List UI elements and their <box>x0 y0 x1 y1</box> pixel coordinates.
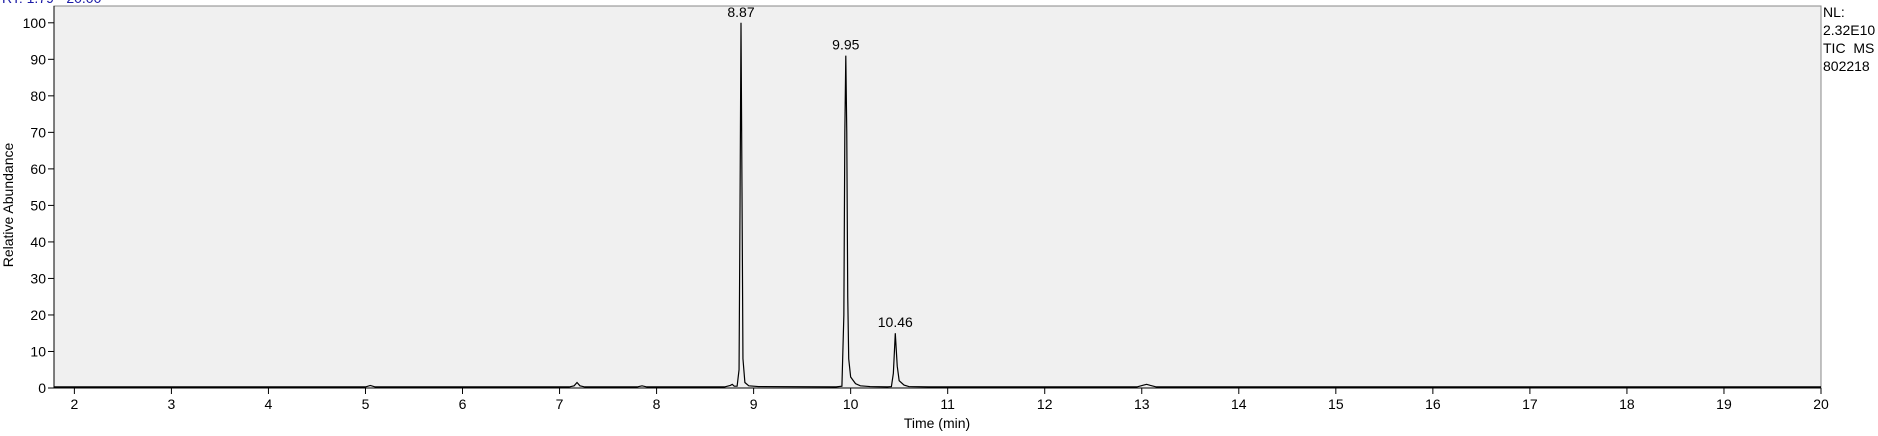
x-tick-label: 2 <box>70 396 78 412</box>
y-tick-label: 60 <box>30 161 46 177</box>
x-tick-label: 11 <box>940 396 955 412</box>
x-tick-label: 9 <box>750 396 758 412</box>
plot-area <box>53 5 1822 389</box>
peak-label: 9.95 <box>832 37 859 53</box>
x-tick-label: 6 <box>459 396 467 412</box>
x-tick-label: 18 <box>1619 396 1635 412</box>
peak-label: 8.87 <box>727 4 754 20</box>
y-tick-label: 20 <box>30 307 46 323</box>
chromatogram-trace <box>54 22 1821 388</box>
y-tick-label: 40 <box>30 234 46 250</box>
y-tick-label: 100 <box>23 15 47 31</box>
peak-label: 10.46 <box>878 314 913 330</box>
y-tick-label: 80 <box>30 88 46 104</box>
y-tick-label: 30 <box>30 270 46 286</box>
x-tick-label: 15 <box>1328 396 1344 412</box>
side-note: TIC MS <box>1823 40 1874 56</box>
x-tick-label: 3 <box>168 396 176 412</box>
x-tick-label: 16 <box>1425 396 1441 412</box>
x-tick-label: 5 <box>362 396 370 412</box>
y-tick-label: 10 <box>30 343 46 359</box>
y-tick-label: 70 <box>30 124 46 140</box>
x-tick-label: 12 <box>1037 396 1053 412</box>
y-axis-title: Relative Abundance <box>0 143 16 268</box>
x-tick-label: 4 <box>265 396 273 412</box>
range-header: RT: 1.79 - 20.00 <box>2 0 102 6</box>
x-tick-label: 14 <box>1231 396 1247 412</box>
x-tick-label: 10 <box>843 396 859 412</box>
x-tick-label: 20 <box>1813 396 1829 412</box>
x-tick-label: 8 <box>653 396 661 412</box>
side-note: NL: <box>1823 4 1845 20</box>
y-tick-label: 0 <box>38 380 46 396</box>
x-tick-label: 13 <box>1134 396 1150 412</box>
y-tick-label: 90 <box>30 51 46 67</box>
x-axis-title: Time (min) <box>904 415 970 431</box>
x-tick-label: 19 <box>1716 396 1732 412</box>
x-tick-label: 17 <box>1522 396 1538 412</box>
y-tick-label: 50 <box>30 197 46 213</box>
side-note: 802218 <box>1823 58 1870 74</box>
x-tick-label: 7 <box>556 396 564 412</box>
side-note: 2.32E10 <box>1823 22 1875 38</box>
